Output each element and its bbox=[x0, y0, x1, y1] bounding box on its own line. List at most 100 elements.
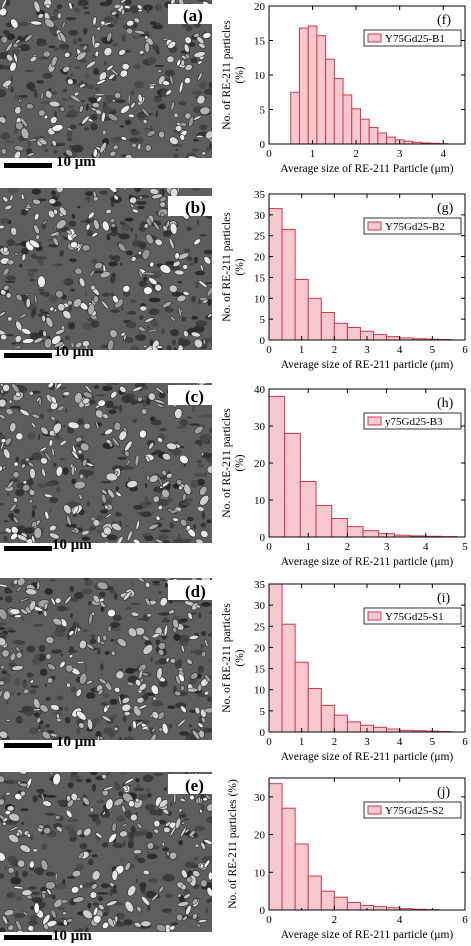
sem-image-a bbox=[0, 0, 212, 158]
sem-image-e bbox=[0, 772, 212, 932]
y-tick-label: 25 bbox=[254, 231, 266, 243]
panel-label-a: (a) bbox=[183, 6, 203, 25]
chart-svg-g: 0 1 2 3 4 5 6 0 5 10 15 20 25 30 35 Average size of RE-… bbox=[221, 189, 468, 371]
histogram-bar bbox=[333, 896, 348, 911]
legend-swatch bbox=[367, 33, 382, 43]
histogram-bar bbox=[284, 432, 301, 538]
y-tick-label: 5 bbox=[260, 706, 266, 718]
panel-label-b: (b) bbox=[185, 198, 206, 217]
y-tick-label: 15 bbox=[254, 272, 266, 284]
x-axis-label: Average size of RE-211 particle (μm) bbox=[281, 359, 454, 371]
histogram-bar bbox=[373, 906, 388, 911]
x-tick-label: 6 bbox=[462, 344, 468, 356]
legend-label: y75Gd25-B3 bbox=[385, 416, 443, 428]
label-mask bbox=[168, 196, 212, 216]
histogram-bar bbox=[333, 77, 344, 145]
label-mask bbox=[168, 580, 212, 600]
scale-bar-c bbox=[4, 546, 52, 551]
histogram-bar bbox=[315, 505, 333, 538]
histogram-bar bbox=[351, 108, 361, 145]
histogram-bar bbox=[268, 783, 283, 911]
histogram-bar bbox=[298, 27, 309, 145]
x-axis-label: Average size of RE-211 particle (μm) bbox=[281, 929, 454, 941]
y-tick-label: 10 bbox=[254, 867, 266, 879]
histogram-bar bbox=[294, 661, 309, 733]
histogram-bar bbox=[362, 530, 380, 538]
histogram-bar bbox=[346, 901, 361, 911]
histogram-bar bbox=[342, 94, 353, 145]
histogram-bar bbox=[281, 623, 296, 733]
histogram-bar bbox=[373, 726, 388, 733]
x-tick-label: 0 bbox=[266, 914, 272, 926]
sem-image-c bbox=[0, 383, 212, 543]
scale-bar-b bbox=[4, 353, 52, 358]
histogram-bar bbox=[320, 704, 335, 733]
y-tick-label: 0 bbox=[260, 139, 266, 151]
y-tick-label: 30 bbox=[254, 600, 266, 612]
histogram-bar bbox=[346, 721, 361, 733]
scale-label-e: 10 μm bbox=[52, 928, 92, 944]
histogram-bar bbox=[294, 843, 309, 911]
y-tick-label: 20 bbox=[254, 458, 266, 470]
y-tick-label: 15 bbox=[254, 36, 266, 48]
y-tick-label: 25 bbox=[254, 621, 266, 633]
x-tick-label: 5 bbox=[430, 344, 436, 356]
y-tick-label: 10 bbox=[254, 685, 266, 697]
y-axis-label: No. of RE-211 particles (%) bbox=[227, 779, 239, 909]
histogram-bar bbox=[333, 714, 348, 733]
sem-texture bbox=[0, 772, 212, 932]
y-tick-label: 20 bbox=[254, 1, 266, 13]
y-tick-label: 0 bbox=[260, 532, 266, 544]
legend-swatch bbox=[367, 221, 382, 231]
histogram-bar bbox=[294, 279, 309, 341]
y-tick-label: 0 bbox=[260, 335, 266, 347]
y-tick-label: 20 bbox=[254, 252, 266, 264]
histogram-bar bbox=[307, 25, 318, 145]
x-tick-label: 5 bbox=[430, 736, 436, 748]
y-axis-label: No. of RE-211 particles(%) bbox=[221, 408, 246, 518]
legend-box bbox=[363, 412, 462, 430]
histogram-bar bbox=[268, 395, 286, 538]
x-axis-label: Average size of RE-211 particle (μm) bbox=[281, 556, 454, 568]
x-tick-label: 6 bbox=[462, 914, 468, 926]
legend-label: Y75Gd25-S2 bbox=[385, 805, 444, 817]
legend-label: Y75Gd25-B1 bbox=[385, 33, 445, 45]
x-tick-label: 2 bbox=[353, 148, 359, 160]
x-tick-label: 4 bbox=[397, 736, 403, 748]
panel-label-e: (e) bbox=[185, 776, 204, 795]
histogram-bar bbox=[331, 518, 348, 538]
histogram-bar bbox=[325, 58, 335, 145]
y-tick-label: 0 bbox=[260, 727, 266, 739]
y-tick-label: 20 bbox=[254, 830, 266, 842]
x-tick-label: 1 bbox=[299, 344, 305, 356]
x-tick-label: 4 bbox=[397, 914, 403, 926]
histogram-bar bbox=[307, 875, 322, 911]
scale-label-b: 10 μm bbox=[54, 344, 94, 360]
label-mask bbox=[168, 774, 212, 794]
histogram-bar bbox=[307, 687, 322, 733]
chart-svg-f: 0 1 2 3 4 0 5 10 15 20 Average size of RE-211 Part… bbox=[221, 1, 466, 175]
y-tick-label: 20 bbox=[254, 642, 266, 654]
histogram-bar bbox=[281, 228, 296, 341]
y-tick-label: 10 bbox=[254, 70, 266, 82]
histogram-bar bbox=[281, 807, 296, 911]
chart-svg-i: 0 1 2 3 4 5 6 0 5 10 15 20 25 30 35 Average size of RE-… bbox=[221, 579, 468, 763]
x-tick-label: 2 bbox=[345, 541, 351, 553]
y-tick-label: 0 bbox=[260, 905, 266, 917]
legend-box bbox=[363, 607, 462, 625]
scale-label-c: 10 μm bbox=[52, 537, 92, 553]
scale-label-d: 10 μm bbox=[56, 734, 96, 750]
x-tick-label: 4 bbox=[423, 541, 429, 553]
y-tick-label: 35 bbox=[254, 189, 266, 201]
x-tick-label: 4 bbox=[440, 148, 446, 160]
x-tick-label: 0 bbox=[266, 541, 272, 553]
histogram-bar bbox=[333, 322, 348, 341]
x-tick-label: 4 bbox=[397, 344, 403, 356]
sem-texture bbox=[0, 188, 212, 350]
chart-svg-j: 0 2 4 6 0 10 20 30 Average size of RE-211 partic… bbox=[227, 777, 468, 941]
histogram-bar bbox=[307, 297, 322, 341]
legend-swatch bbox=[367, 416, 382, 426]
x-tick-label: 0 bbox=[266, 148, 272, 160]
x-axis-label: Average size of RE-211 Particle (μm) bbox=[280, 163, 453, 175]
histogram-bar bbox=[268, 583, 283, 733]
